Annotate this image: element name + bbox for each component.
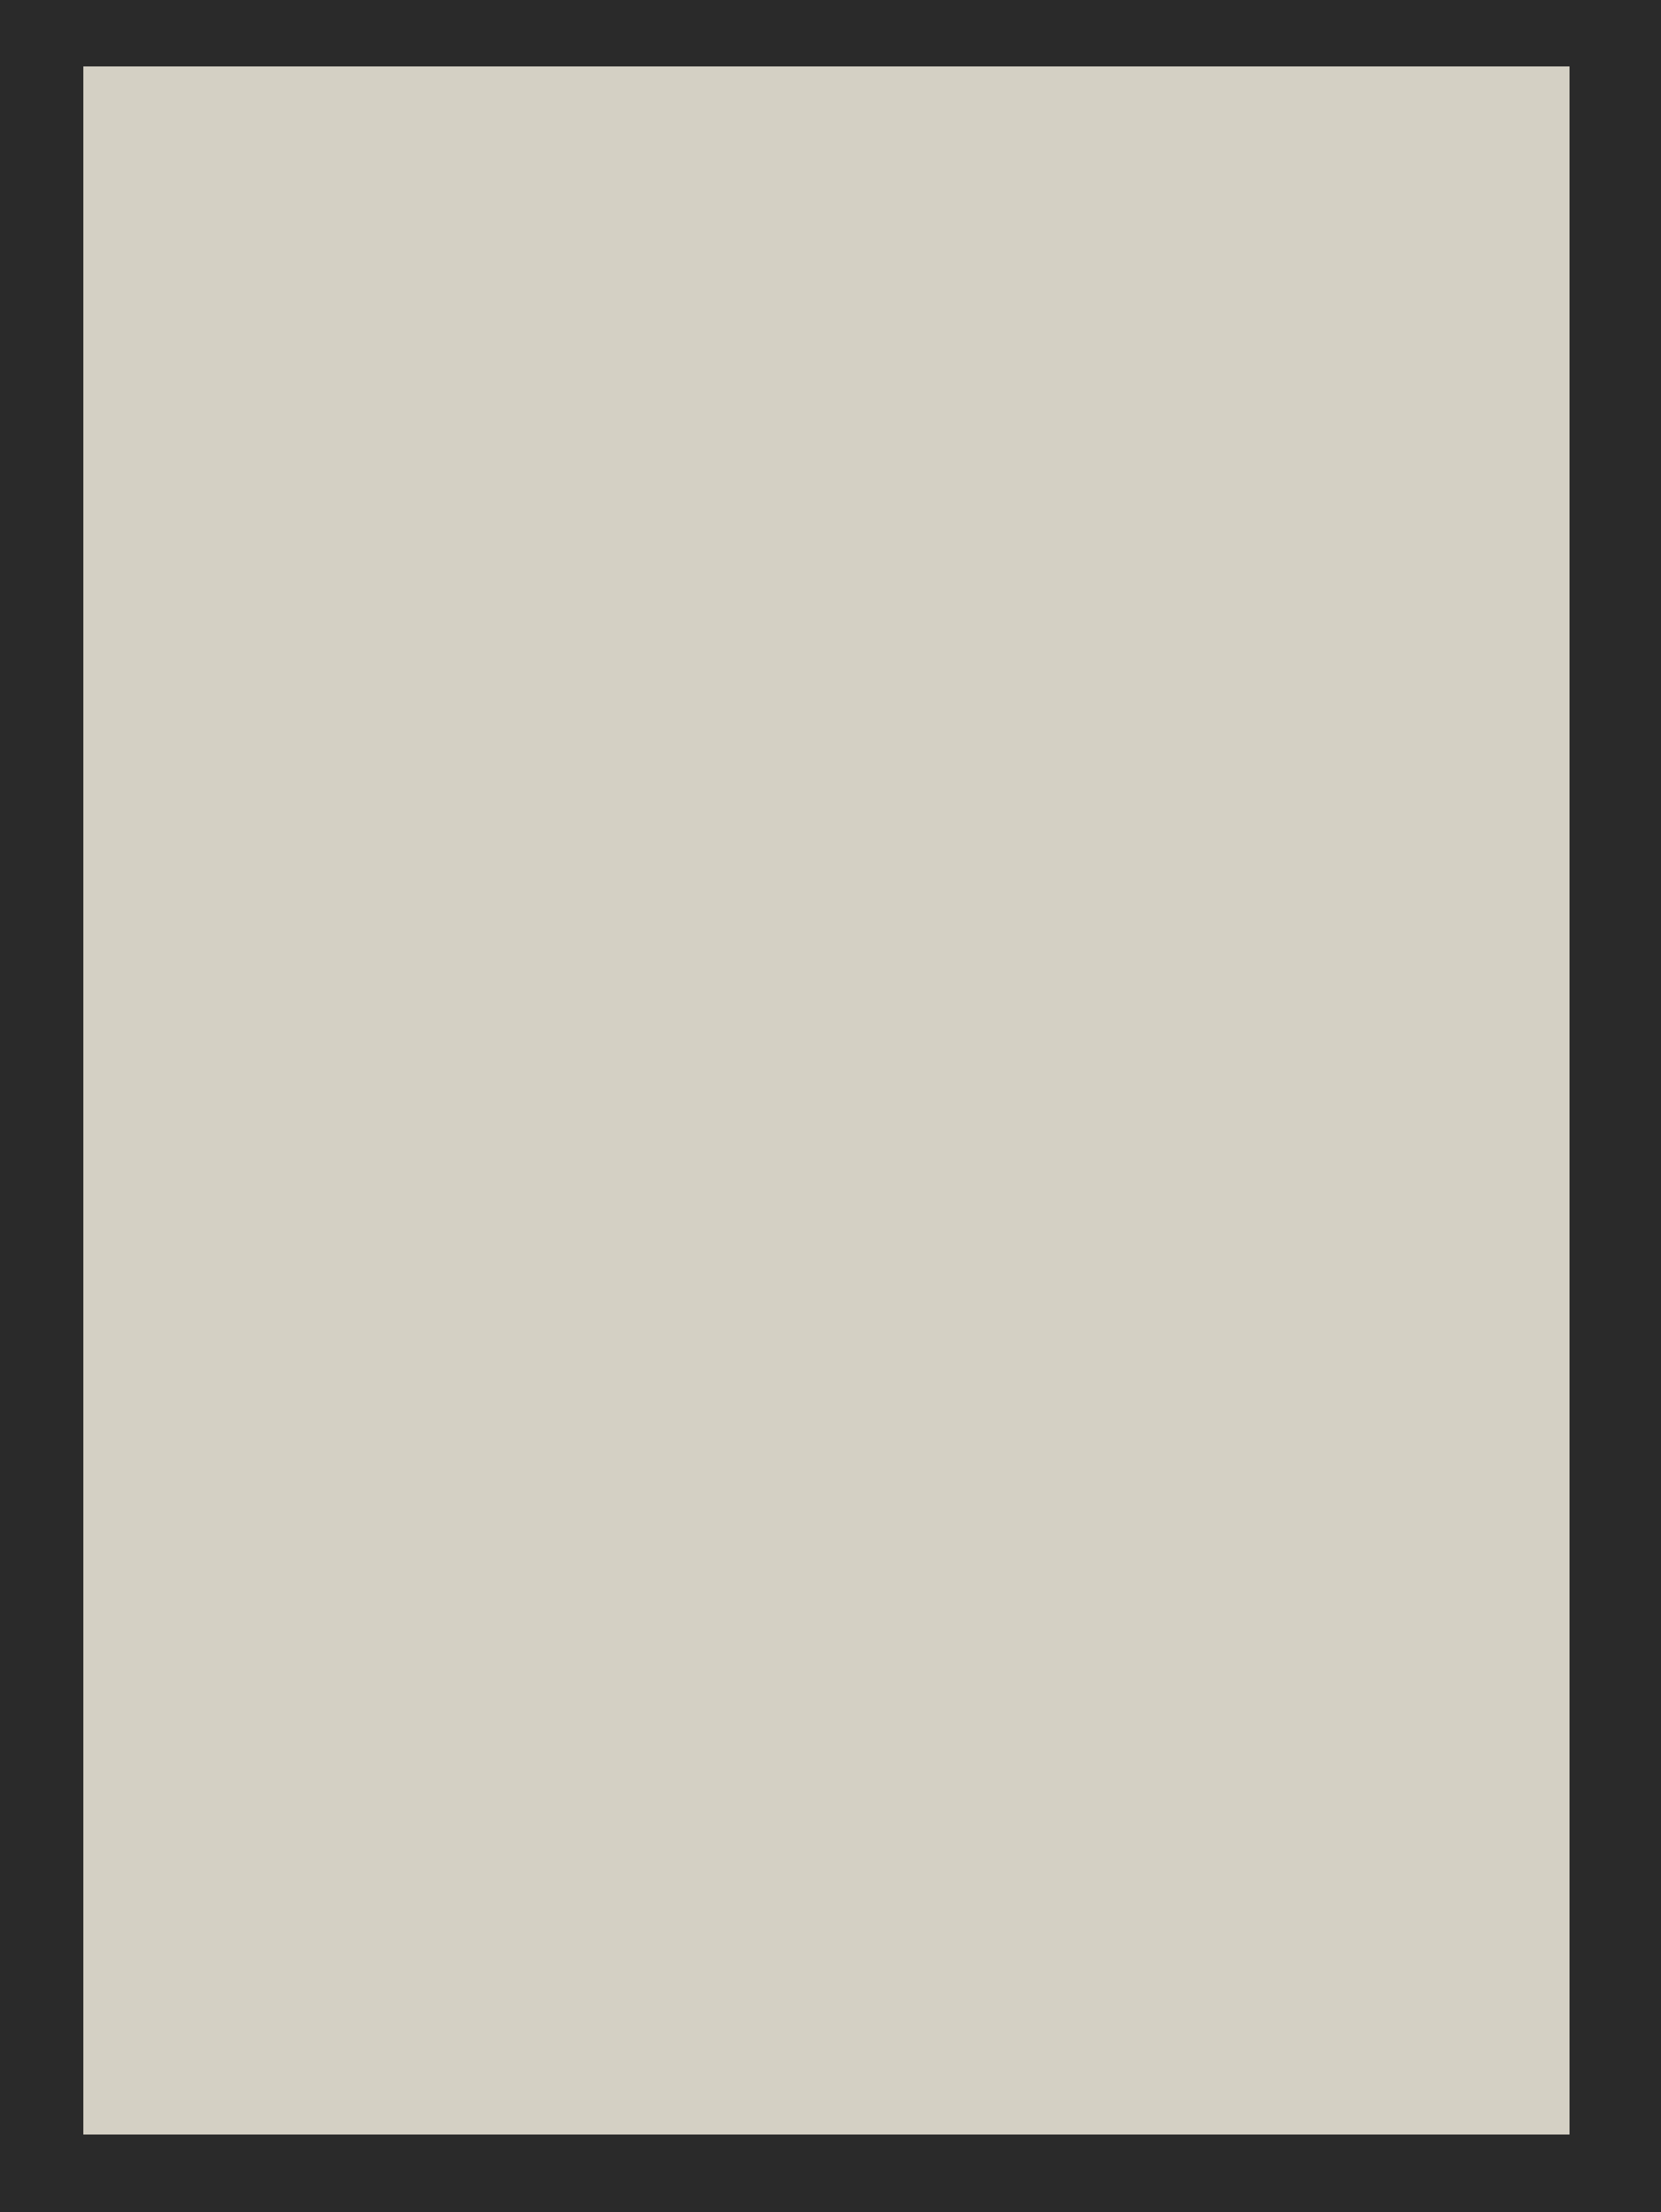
Ellipse shape	[631, 927, 889, 1086]
Polygon shape	[1015, 646, 1128, 845]
Text: FAMILIARIZATION  MANUAL: FAMILIARIZATION MANUAL	[541, 292, 1111, 327]
Bar	[1081, 1907, 1448, 1973]
Bar	[199, 206, 1453, 1995]
Text: FOR THE MINNEAPOLIS-HONEYWELL: FOR THE MINNEAPOLIS-HONEYWELL	[664, 372, 988, 389]
Bar	[733, 708, 766, 883]
Text: CONTROL SYSTEM: CONTROL SYSTEM	[553, 633, 1100, 686]
Bar	[777, 708, 811, 883]
Text: TURBO SUPERCHARGER: TURBO SUPERCHARGER	[470, 540, 1183, 593]
Bar	[777, 905, 811, 1079]
Bar	[188, 190, 1465, 2011]
Bar	[671, 905, 703, 1079]
Bar	[733, 785, 811, 814]
Bar	[671, 708, 703, 883]
Bar	[626, 708, 658, 883]
Text: ELECTRONIC: ELECTRONIC	[618, 440, 1035, 500]
Bar	[733, 905, 766, 1079]
Text: RESTRICTED: RESTRICTED	[1181, 1931, 1349, 1955]
Bar	[626, 905, 658, 1079]
Bar	[733, 982, 811, 1011]
Text: mh: mh	[744, 1000, 776, 1015]
Bar	[611, 878, 924, 902]
